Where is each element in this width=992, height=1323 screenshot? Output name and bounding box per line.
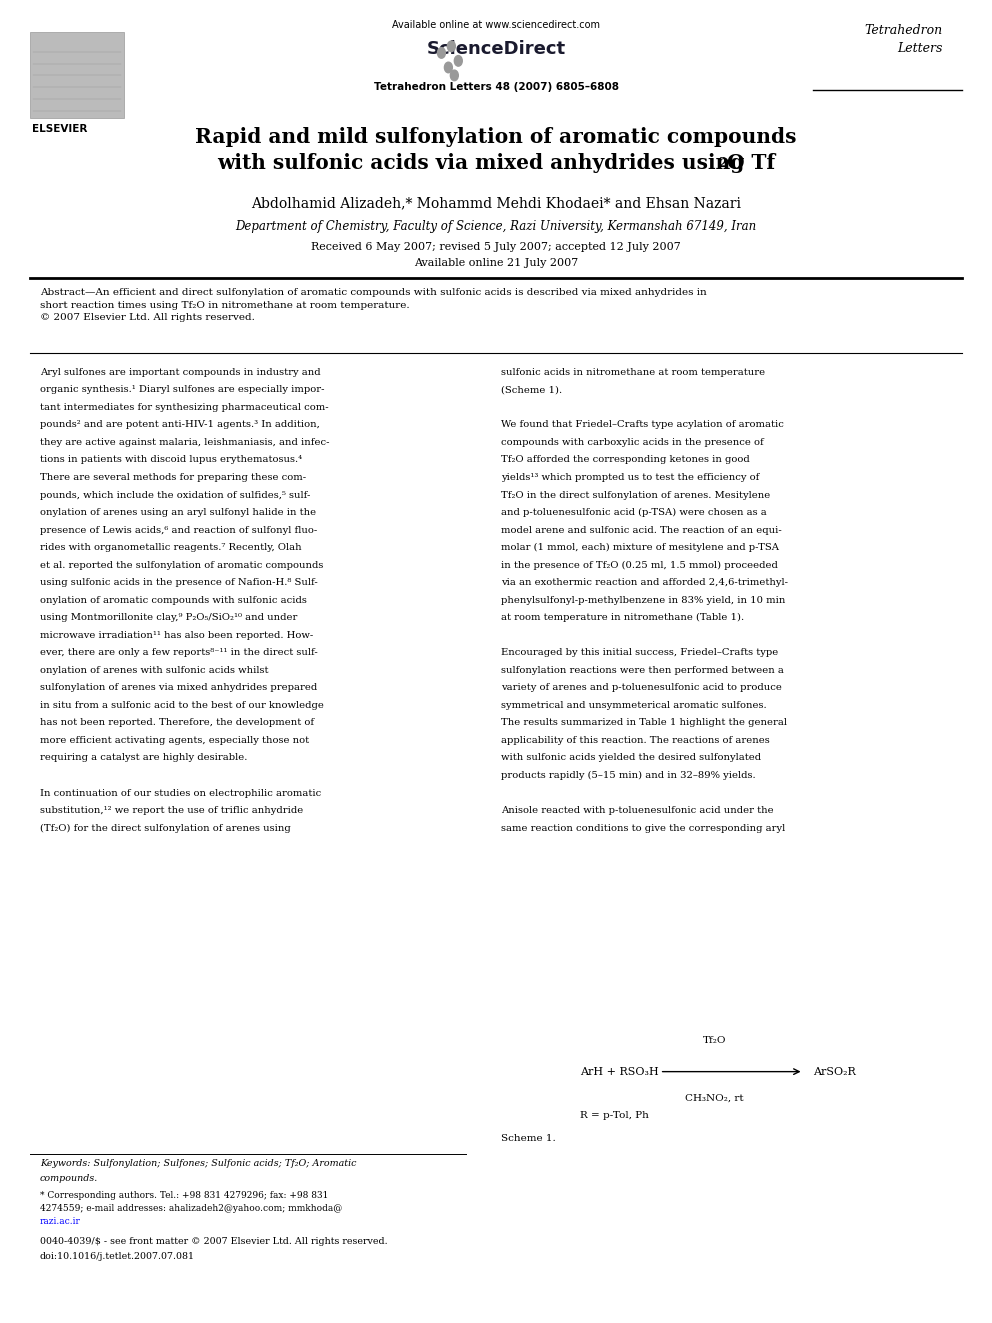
Text: CH₃NO₂, rt: CH₃NO₂, rt xyxy=(684,1094,744,1103)
Text: variety of arenes and p-toluenesulfonic acid to produce: variety of arenes and p-toluenesulfonic … xyxy=(501,683,782,692)
Text: 0040-4039/$ - see front matter © 2007 Elsevier Ltd. All rights reserved.: 0040-4039/$ - see front matter © 2007 El… xyxy=(40,1237,387,1246)
Text: via an exothermic reaction and afforded 2,4,6-trimethyl-: via an exothermic reaction and afforded … xyxy=(501,578,788,587)
Text: and p-toluenesulfonic acid (p-TSA) were chosen as a: and p-toluenesulfonic acid (p-TSA) were … xyxy=(501,508,767,517)
Text: Abdolhamid Alizadeh,* Mohammd Mehdi Khodaei* and Ehsan Nazari: Abdolhamid Alizadeh,* Mohammd Mehdi Khod… xyxy=(251,196,741,210)
Text: ArH + RSO₃H: ArH + RSO₃H xyxy=(580,1066,659,1077)
Text: There are several methods for preparing these com-: There are several methods for preparing … xyxy=(40,474,306,482)
Text: in the presence of Tf₂O (0.25 ml, 1.5 mmol) proceeded: in the presence of Tf₂O (0.25 ml, 1.5 mm… xyxy=(501,561,778,570)
Text: onylation of arenes with sulfonic acids whilst: onylation of arenes with sulfonic acids … xyxy=(40,665,268,675)
Text: Tetrahedron: Tetrahedron xyxy=(864,24,942,37)
Text: Available online 21 July 2007: Available online 21 July 2007 xyxy=(414,258,578,269)
Text: Tf₂O afforded the corresponding ketones in good: Tf₂O afforded the corresponding ketones … xyxy=(501,455,750,464)
Text: same reaction conditions to give the corresponding aryl: same reaction conditions to give the cor… xyxy=(501,823,786,832)
Text: phenylsulfonyl-p-methylbenzene in 83% yield, in 10 min: phenylsulfonyl-p-methylbenzene in 83% yi… xyxy=(501,595,786,605)
Text: Rapid and mild sulfonylation of aromatic compounds: Rapid and mild sulfonylation of aromatic… xyxy=(195,127,797,147)
Text: sulfonic acids in nitromethane at room temperature: sulfonic acids in nitromethane at room t… xyxy=(501,368,765,377)
Circle shape xyxy=(454,56,462,66)
Text: Tf₂O: Tf₂O xyxy=(702,1036,726,1045)
Text: tions in patients with discoid lupus erythematosus.⁴: tions in patients with discoid lupus ery… xyxy=(40,455,302,464)
Text: sulfonylation reactions were then performed between a: sulfonylation reactions were then perfor… xyxy=(501,665,784,675)
Text: applicability of this reaction. The reactions of arenes: applicability of this reaction. The reac… xyxy=(501,736,770,745)
Text: with sulfonic acids via mixed anhydrides using Tf: with sulfonic acids via mixed anhydrides… xyxy=(217,153,775,173)
Text: Tetrahedron Letters 48 (2007) 6805–6808: Tetrahedron Letters 48 (2007) 6805–6808 xyxy=(374,82,618,93)
Text: The results summarized in Table 1 highlight the general: The results summarized in Table 1 highli… xyxy=(501,718,787,728)
Text: razi.ac.ir: razi.ac.ir xyxy=(40,1217,80,1226)
Text: onylation of arenes using an aryl sulfonyl halide in the: onylation of arenes using an aryl sulfon… xyxy=(40,508,315,517)
Text: Scheme 1.: Scheme 1. xyxy=(501,1134,556,1143)
Text: with sulfonic acids yielded the desired sulfonylated: with sulfonic acids yielded the desired … xyxy=(501,753,761,762)
Text: symmetrical and unsymmeterical aromatic sulfones.: symmetrical and unsymmeterical aromatic … xyxy=(501,701,767,710)
Text: Encouraged by this initial success, Friedel–Crafts type: Encouraged by this initial success, Frie… xyxy=(501,648,778,658)
Text: Tf₂O in the direct sulfonylation of arenes. Mesitylene: Tf₂O in the direct sulfonylation of aren… xyxy=(501,491,770,500)
Text: using Montmorillonite clay,⁹ P₂O₅/SiO₂¹⁰ and under: using Montmorillonite clay,⁹ P₂O₅/SiO₂¹⁰… xyxy=(40,614,297,622)
Circle shape xyxy=(437,48,445,58)
Text: Aryl sulfones are important compounds in industry and: Aryl sulfones are important compounds in… xyxy=(40,368,320,377)
Text: molar (1 mmol, each) mixture of mesitylene and p-TSA: molar (1 mmol, each) mixture of mesityle… xyxy=(501,544,779,552)
Text: substitution,¹² we report the use of triflic anhydride: substitution,¹² we report the use of tri… xyxy=(40,806,303,815)
Text: ScienceDirect: ScienceDirect xyxy=(427,40,565,58)
Text: Received 6 May 2007; revised 5 July 2007; accepted 12 July 2007: Received 6 May 2007; revised 5 July 2007… xyxy=(311,242,681,253)
Text: they are active against malaria, leishmaniasis, and infec-: they are active against malaria, leishma… xyxy=(40,438,329,447)
Text: * Corresponding authors. Tel.: +98 831 4279296; fax: +98 831: * Corresponding authors. Tel.: +98 831 4… xyxy=(40,1191,328,1200)
Text: Department of Chemistry, Faculty of Science, Razi University, Kermanshah 67149, : Department of Chemistry, Faculty of Scie… xyxy=(235,220,757,233)
Text: at room temperature in nitromethane (Table 1).: at room temperature in nitromethane (Tab… xyxy=(501,614,744,622)
Text: pounds² and are potent anti-HIV-1 agents.³ In addition,: pounds² and are potent anti-HIV-1 agents… xyxy=(40,421,319,430)
Text: presence of Lewis acids,⁶ and reaction of sulfonyl fluo-: presence of Lewis acids,⁶ and reaction o… xyxy=(40,525,316,534)
Text: products rapidly (5–15 min) and in 32–89% yields.: products rapidly (5–15 min) and in 32–89… xyxy=(501,771,756,781)
Text: Keywords: Sulfonylation; Sulfones; Sulfonic acids; Tf₂O; Aromatic: Keywords: Sulfonylation; Sulfones; Sulfo… xyxy=(40,1159,356,1168)
Text: 2: 2 xyxy=(718,157,727,171)
Text: Available online at www.sciencedirect.com: Available online at www.sciencedirect.co… xyxy=(392,20,600,30)
Text: sulfonylation of arenes via mixed anhydrides prepared: sulfonylation of arenes via mixed anhydr… xyxy=(40,683,316,692)
Text: ArSO₂R: ArSO₂R xyxy=(813,1066,856,1077)
Text: Letters: Letters xyxy=(897,42,942,56)
Text: microwave irradiation¹¹ has also been reported. How-: microwave irradiation¹¹ has also been re… xyxy=(40,631,312,640)
Text: yields¹³ which prompted us to test the efficiency of: yields¹³ which prompted us to test the e… xyxy=(501,474,759,482)
Text: ever, there are only a few reports⁸⁻¹¹ in the direct sulf-: ever, there are only a few reports⁸⁻¹¹ i… xyxy=(40,648,317,658)
Text: model arene and sulfonic acid. The reaction of an equi-: model arene and sulfonic acid. The react… xyxy=(501,525,782,534)
Text: more efficient activating agents, especially those not: more efficient activating agents, especi… xyxy=(40,736,309,745)
Text: compounds with carboxylic acids in the presence of: compounds with carboxylic acids in the p… xyxy=(501,438,764,447)
Bar xyxy=(30,32,124,118)
Text: O: O xyxy=(726,153,744,173)
Text: in situ from a sulfonic acid to the best of our knowledge: in situ from a sulfonic acid to the best… xyxy=(40,701,323,710)
Text: compounds.: compounds. xyxy=(40,1174,98,1183)
Text: Anisole reacted with p-toluenesulfonic acid under the: Anisole reacted with p-toluenesulfonic a… xyxy=(501,806,774,815)
Circle shape xyxy=(450,70,458,81)
Text: R = p-Tol, Ph: R = p-Tol, Ph xyxy=(580,1111,649,1121)
Text: Abstract—An efficient and direct sulfonylation of aromatic compounds with sulfon: Abstract—An efficient and direct sulfony… xyxy=(40,288,706,321)
Text: et al. reported the sulfonylation of aromatic compounds: et al. reported the sulfonylation of aro… xyxy=(40,561,323,570)
Text: tant intermediates for synthesizing pharmaceutical com-: tant intermediates for synthesizing phar… xyxy=(40,402,328,411)
Text: organic synthesis.¹ Diaryl sulfones are especially impor-: organic synthesis.¹ Diaryl sulfones are … xyxy=(40,385,324,394)
Text: We found that Friedel–Crafts type acylation of aromatic: We found that Friedel–Crafts type acylat… xyxy=(501,421,784,430)
Circle shape xyxy=(444,62,452,73)
Text: (Tf₂O) for the direct sulfonylation of arenes using: (Tf₂O) for the direct sulfonylation of a… xyxy=(40,823,291,832)
Text: onylation of aromatic compounds with sulfonic acids: onylation of aromatic compounds with sul… xyxy=(40,595,307,605)
Text: In continuation of our studies on electrophilic aromatic: In continuation of our studies on electr… xyxy=(40,789,321,798)
Text: has not been reported. Therefore, the development of: has not been reported. Therefore, the de… xyxy=(40,718,313,728)
Text: doi:10.1016/j.tetlet.2007.07.081: doi:10.1016/j.tetlet.2007.07.081 xyxy=(40,1252,194,1261)
Circle shape xyxy=(447,41,455,52)
Text: (Scheme 1).: (Scheme 1). xyxy=(501,385,562,394)
Text: requiring a catalyst are highly desirable.: requiring a catalyst are highly desirabl… xyxy=(40,753,247,762)
Text: 4274559; e-mail addresses: ahalizadeh2@yahoo.com; mmkhoda@: 4274559; e-mail addresses: ahalizadeh2@y… xyxy=(40,1204,342,1213)
Text: using sulfonic acids in the presence of Nafion-H.⁸ Sulf-: using sulfonic acids in the presence of … xyxy=(40,578,317,587)
Text: pounds, which include the oxidation of sulfides,⁵ sulf-: pounds, which include the oxidation of s… xyxy=(40,491,310,500)
Text: ELSEVIER: ELSEVIER xyxy=(32,124,87,135)
Text: rides with organometallic reagents.⁷ Recently, Olah: rides with organometallic reagents.⁷ Rec… xyxy=(40,544,302,552)
